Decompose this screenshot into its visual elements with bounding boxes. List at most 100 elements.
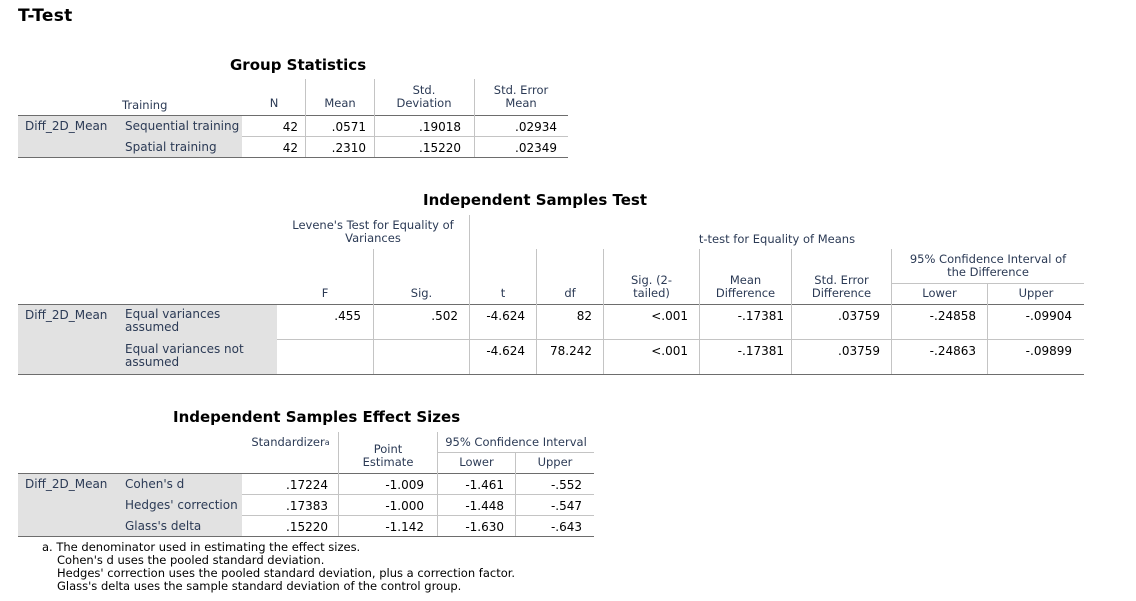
footnote: Hedges' correction uses the pooled stand… [57, 566, 516, 580]
footnotes: a. The denominator used in estimating th… [42, 541, 515, 593]
row-label: Equal variances assumed [125, 307, 221, 334]
header-standardizer: Standardizera [251, 435, 330, 449]
cell-std-error: .02349 [515, 141, 557, 155]
divider [242, 515, 594, 516]
divider [373, 249, 374, 374]
header-mean-difference: Mean Difference [715, 273, 776, 300]
cell-n: 42 [282, 141, 298, 155]
cell-sig-2-tailed: <.001 [651, 309, 688, 323]
divider [18, 304, 1084, 305]
header-mean: Mean [324, 96, 356, 110]
cell-std-deviation: .15220 [419, 141, 461, 155]
header-n: N [269, 96, 279, 110]
ci-header: 95% Confidence Interval of the Difference [909, 252, 1067, 279]
header-upper: Upper [537, 455, 573, 469]
cell-standardizer: .17224 [286, 478, 328, 492]
divider [699, 249, 700, 374]
row-label: Glass's delta [125, 519, 202, 533]
row-label: Hedges' correction [125, 498, 238, 512]
cell-standardizer: .17383 [286, 499, 328, 513]
header-std-deviation: Std. Deviation [396, 83, 452, 110]
divider [18, 536, 594, 537]
footnote: Glass's delta uses the sample standard d… [57, 579, 462, 593]
cell-df: 78.242 [550, 344, 592, 358]
header-f: F [321, 286, 329, 300]
divider [18, 374, 1084, 375]
header-lower: Lower [922, 286, 957, 300]
divider [18, 115, 568, 116]
divider [338, 432, 339, 536]
cell-df: 82 [576, 309, 592, 323]
divider [305, 79, 306, 157]
row-label-column [18, 305, 277, 374]
divider [277, 339, 1084, 340]
cell-point-estimate: -1.142 [385, 520, 424, 534]
header-upper: Upper [1018, 286, 1054, 300]
cell-n: 42 [282, 120, 298, 134]
cell-mean-difference: -.17381 [737, 344, 784, 358]
cell-lower: -.24863 [929, 344, 976, 358]
cell-point-estimate: -1.000 [385, 499, 424, 513]
divider [603, 249, 604, 374]
cell-lower: -1.461 [465, 478, 504, 492]
divider [987, 283, 988, 374]
header-training: Training [122, 98, 168, 112]
row-label: Spatial training [125, 140, 217, 154]
divider [536, 249, 537, 374]
row-label: Sequential training [125, 119, 240, 133]
row-label-column [18, 116, 242, 157]
divider [18, 473, 594, 474]
row-label: Cohen's d [125, 477, 185, 491]
divider [374, 79, 375, 157]
row-label: Equal variances not assumed [125, 342, 244, 369]
independent-samples-test-title: Independent Samples Test [423, 191, 648, 209]
cell-upper: -.643 [550, 520, 582, 534]
divider [437, 432, 438, 536]
row-label-column [18, 474, 242, 536]
divider [515, 452, 516, 536]
header-std-error-mean: Std. Error Mean [493, 83, 549, 110]
cell-lower: -.24858 [929, 309, 976, 323]
header-std-error-difference: Std. Error Difference [811, 273, 872, 300]
cell-lower: -1.448 [465, 499, 504, 513]
footnote: a. The denominator used in estimating th… [42, 540, 361, 554]
cell-mean: .0571 [331, 120, 366, 134]
levene-header: Levene's Test for Equality of Variances [292, 218, 454, 245]
header-df: df [564, 286, 576, 300]
header-ci: 95% Confidence Interval [445, 435, 587, 449]
divider [18, 157, 568, 158]
cell-standardizer: .15220 [286, 520, 328, 534]
header-sig: Sig. [410, 286, 433, 300]
cell-f: .455 [334, 309, 361, 323]
cell-std-error-difference: .03759 [838, 309, 880, 323]
cell-upper: -.09904 [1025, 309, 1072, 323]
cell-sig-2-tailed: <.001 [651, 344, 688, 358]
ttest-header: t-test for Equality of Means [698, 232, 856, 246]
cell-std-error: .02934 [515, 120, 557, 134]
cell-lower: -1.630 [465, 520, 504, 534]
divider [474, 79, 475, 157]
variable-name: Diff_2D_Mean [25, 119, 108, 133]
cell-mean: .2310 [331, 141, 366, 155]
cell-t: -4.624 [486, 309, 525, 323]
divider [469, 215, 470, 374]
header-point-estimate: Point Estimate [362, 442, 414, 469]
header-lower: Lower [459, 455, 494, 469]
variable-name: Diff_2D_Mean [25, 308, 108, 322]
cell-upper: -.09899 [1025, 344, 1072, 358]
divider [438, 452, 594, 453]
cell-upper: -.547 [550, 499, 582, 513]
cell-std-deviation: .19018 [419, 120, 461, 134]
cell-std-error-difference: .03759 [838, 344, 880, 358]
cell-upper: -.552 [550, 478, 582, 492]
header-t: t [500, 286, 506, 300]
divider [242, 136, 568, 137]
cell-t: -4.624 [486, 344, 525, 358]
variable-name: Diff_2D_Mean [25, 477, 108, 491]
footnote: Cohen's d uses the pooled standard devia… [57, 553, 325, 567]
cell-point-estimate: -1.009 [385, 478, 424, 492]
divider [892, 283, 1084, 284]
effect-sizes-title: Independent Samples Effect Sizes [173, 408, 461, 426]
output-title: T-Test [18, 6, 73, 26]
header-sig-2-tailed: Sig. (2- tailed) [630, 273, 673, 300]
